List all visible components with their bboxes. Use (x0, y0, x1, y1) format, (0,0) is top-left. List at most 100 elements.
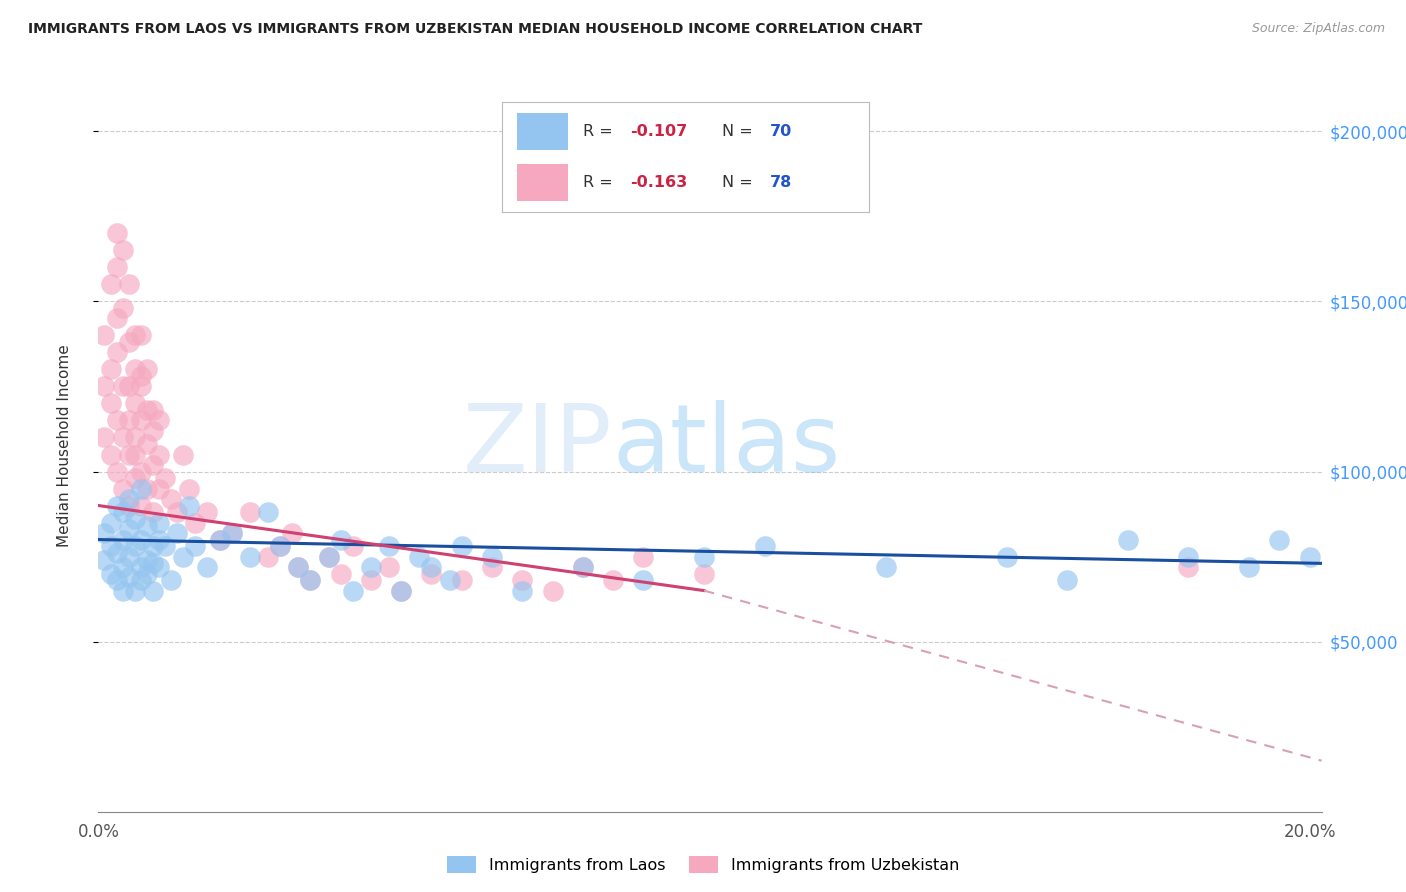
Point (148, 482, 170, 496)
Point (1298, 549, 1320, 564)
Point (118, 491, 141, 506)
Point (129, 413, 152, 427)
Point (1177, 549, 1199, 564)
Point (360, 559, 382, 574)
Point (142, 424, 165, 438)
Point (378, 559, 401, 574)
Point (208, 533, 231, 547)
Point (510, 583, 533, 598)
Point (208, 533, 231, 547)
Point (111, 482, 134, 496)
Point (129, 482, 152, 496)
Point (124, 448, 146, 462)
Point (342, 540, 364, 554)
Legend: Immigrants from Laos, Immigrants from Uzbekistan: Immigrants from Laos, Immigrants from Uz… (440, 849, 966, 880)
Point (1268, 533, 1291, 547)
Point (124, 583, 146, 598)
Point (693, 566, 716, 581)
Point (239, 549, 262, 564)
Point (389, 583, 412, 598)
Point (100, 516, 122, 530)
Point (281, 525, 304, 540)
Point (166, 505, 188, 519)
Point (160, 574, 183, 588)
Point (269, 540, 291, 554)
Point (93, 430, 115, 444)
Point (100, 396, 122, 410)
Point (299, 574, 322, 588)
Point (135, 566, 157, 581)
Point (420, 566, 443, 581)
Point (129, 369, 152, 384)
Point (111, 301, 134, 316)
Point (111, 430, 134, 444)
Point (129, 533, 152, 547)
Point (118, 277, 141, 292)
Point (118, 522, 141, 536)
Point (93, 525, 115, 540)
Point (135, 362, 157, 376)
Point (633, 549, 655, 564)
Point (221, 525, 243, 540)
Point (153, 540, 176, 554)
Point (118, 448, 141, 462)
Point (105, 260, 128, 275)
Point (318, 549, 340, 564)
Point (148, 559, 170, 574)
Point (118, 379, 141, 393)
Point (111, 533, 134, 547)
Point (693, 549, 716, 564)
Point (510, 574, 533, 588)
Point (142, 403, 165, 417)
Point (93, 328, 115, 343)
Point (93, 379, 115, 393)
Point (124, 512, 146, 526)
Point (105, 499, 128, 513)
Point (481, 549, 503, 564)
Point (105, 413, 128, 427)
Point (105, 546, 128, 560)
Point (124, 430, 146, 444)
Point (111, 244, 134, 258)
Point (257, 505, 280, 519)
Point (439, 574, 461, 588)
Point (995, 549, 1018, 564)
Point (450, 574, 472, 588)
Point (118, 570, 141, 584)
Point (389, 583, 412, 598)
Point (166, 525, 188, 540)
Point (239, 505, 262, 519)
Point (408, 549, 430, 564)
Point (450, 540, 472, 554)
Point (360, 574, 382, 588)
Point (105, 311, 128, 326)
Point (172, 549, 194, 564)
Point (160, 491, 183, 506)
Point (257, 549, 280, 564)
Point (142, 505, 165, 519)
Text: ZIP: ZIP (463, 400, 612, 492)
Point (318, 549, 340, 564)
Point (100, 566, 122, 581)
Point (105, 227, 128, 241)
Y-axis label: Median Household Income: Median Household Income (58, 344, 72, 548)
Point (129, 559, 152, 574)
Point (135, 519, 157, 533)
Point (148, 516, 170, 530)
Point (172, 448, 194, 462)
Point (148, 448, 170, 462)
Point (633, 574, 655, 588)
Point (541, 583, 564, 598)
Text: Source: ZipAtlas.com: Source: ZipAtlas.com (1251, 22, 1385, 36)
Point (118, 499, 141, 513)
Point (481, 559, 503, 574)
Point (299, 574, 322, 588)
Text: atlas: atlas (612, 400, 841, 492)
Point (118, 335, 141, 350)
Point (1056, 574, 1078, 588)
Point (118, 549, 141, 564)
Point (179, 499, 201, 513)
Point (754, 540, 776, 554)
Point (111, 559, 134, 574)
Point (148, 533, 170, 547)
